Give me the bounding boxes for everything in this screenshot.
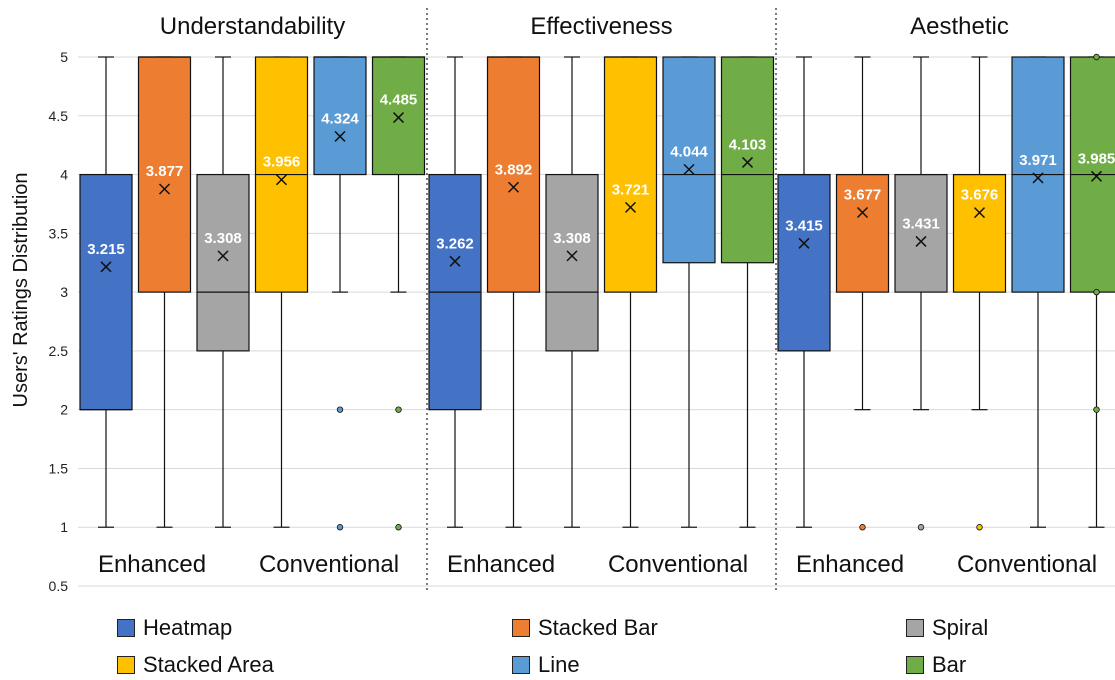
legend-label-heatmap: Heatmap: [143, 615, 233, 640]
box-bar: [720, 56, 775, 264]
legend-item-bar: Bar: [906, 650, 966, 680]
mean-label: 3.676: [961, 187, 999, 204]
mean-marker: [449, 255, 461, 267]
mean-marker: [217, 250, 229, 262]
y-tick-label: 3.5: [49, 225, 69, 241]
outlier-point: [917, 524, 925, 531]
mean-marker: [566, 250, 578, 262]
panel-title: Effectiveness: [530, 13, 672, 40]
legend-label-stacked-area: Stacked Area: [143, 652, 274, 677]
box-stacked-bar: [835, 173, 890, 293]
box-plot-chart: 0.5 1 1.5 2 2.5 3 3.5 4 4.5 5 Users' Ratings Distr…: [10, 8, 1115, 594]
y-axis-label: Users' Ratings Distribution: [10, 172, 32, 407]
mean-marker: [158, 183, 171, 195]
mean-label: 3.308: [553, 230, 591, 247]
box-heatmap: [79, 173, 133, 411]
box-stacked-bar: [137, 56, 192, 293]
mean-label: 4.324: [321, 110, 359, 127]
mean-label: 4.103: [729, 136, 767, 153]
y-tick-label: 5: [60, 49, 68, 65]
mean-label: 4.044: [670, 143, 708, 160]
mean-marker: [334, 130, 346, 142]
mean-label: 3.721: [612, 181, 650, 198]
mean-label: 3.956: [263, 154, 301, 171]
mean-marker: [915, 235, 927, 247]
mean-label: 3.892: [495, 161, 533, 178]
group-label-enhanced: Enhanced: [447, 551, 555, 578]
y-tick-label: 2.5: [49, 343, 69, 359]
legend-swatch-stacked-bar: [512, 619, 530, 637]
mean-label: 3.985: [1078, 150, 1115, 167]
y-tick-label: 2: [60, 402, 68, 418]
legend-item-stacked-area: Stacked Area: [117, 650, 274, 680]
panel-title: Aesthetic: [910, 13, 1009, 40]
mean-marker: [1032, 172, 1044, 184]
mean-label: 3.971: [1019, 152, 1057, 169]
mean-marker: [100, 261, 112, 273]
mean-label: 4.485: [380, 92, 418, 109]
mean-label: 3.415: [785, 217, 823, 234]
y-tick-label: 1.5: [49, 460, 69, 476]
legend-item-spiral: Spiral: [906, 613, 988, 643]
legend-swatch-spiral: [906, 619, 924, 637]
legend-swatch-line: [512, 656, 530, 674]
box-spiral: [545, 173, 599, 352]
y-tick-label: 4.5: [49, 108, 69, 124]
outlier-point: [336, 524, 344, 531]
mean-marker: [683, 163, 695, 175]
group-label-enhanced: Enhanced: [98, 551, 206, 578]
outlier-point: [1093, 288, 1100, 296]
legend-item-heatmap: Heatmap: [117, 613, 232, 643]
mean-marker: [507, 181, 520, 193]
legend-swatch-stacked-area: [117, 656, 135, 674]
legend-label-spiral: Spiral: [932, 615, 989, 640]
mean-label: 3.308: [204, 230, 242, 247]
y-tick-label: 1: [60, 519, 68, 535]
outlier-point: [976, 524, 983, 531]
y-tick-label: 4: [60, 167, 68, 183]
outlier-point: [1093, 406, 1100, 413]
box-spiral: [894, 173, 948, 293]
outlier-point: [1093, 53, 1100, 61]
box-line: [313, 56, 367, 176]
mean-marker: [798, 237, 810, 249]
box-spiral: [196, 173, 250, 352]
y-tick-label: 0.5: [49, 578, 69, 594]
box-line: [662, 56, 716, 264]
group-label-enhanced: Enhanced: [796, 551, 904, 578]
mean-marker: [392, 112, 405, 124]
outlier-point: [336, 406, 344, 413]
legend-label-line: Line: [538, 652, 580, 677]
y-tick-label: 3: [60, 284, 68, 300]
mean-marker: [856, 206, 869, 219]
legend-label-stacked-bar: Stacked Bar: [538, 615, 658, 640]
mean-marker: [624, 201, 637, 213]
mean-label: 3.215: [87, 241, 125, 258]
mean-marker: [1090, 170, 1103, 182]
legend-label-bar: Bar: [932, 652, 967, 677]
box-bar: [371, 56, 426, 176]
box-stacked-area: [603, 56, 658, 293]
mean-label: 3.262: [436, 235, 474, 252]
box-stacked-bar: [486, 56, 541, 293]
group-label-conventional: Conventional: [259, 551, 399, 578]
mean-marker: [275, 174, 288, 186]
group-label-conventional: Conventional: [957, 551, 1097, 578]
mean-marker: [741, 156, 754, 168]
panel-title: Understandability: [160, 13, 345, 40]
mean-label: 3.677: [844, 187, 882, 204]
mean-marker: [973, 207, 986, 219]
legend-item-line: Line: [512, 650, 580, 680]
box-heatmap: [777, 173, 831, 352]
outlier-point: [859, 524, 866, 531]
legend-item-stacked-bar: Stacked Bar: [512, 613, 658, 643]
outlier-point: [395, 524, 402, 531]
mean-label: 3.877: [146, 163, 184, 180]
outlier-point: [395, 406, 402, 413]
group-label-conventional: Conventional: [608, 551, 748, 578]
legend-swatch-heatmap: [117, 619, 135, 637]
legend-swatch-bar: [906, 656, 924, 674]
mean-label: 3.431: [902, 215, 940, 232]
chart-legend: Heatmap Stacked Bar Spiral Stacked Area …: [0, 605, 1115, 680]
